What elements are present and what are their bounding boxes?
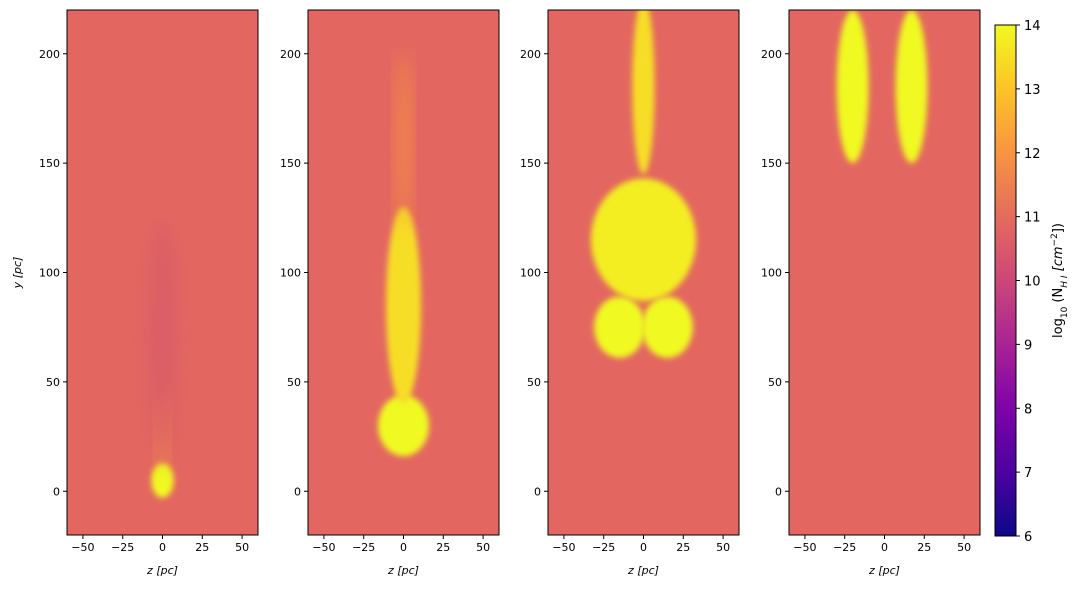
x-tick-label: 50 xyxy=(235,541,249,554)
x-tick-label: −50 xyxy=(793,541,816,554)
y-tick-label: 50 xyxy=(46,376,60,389)
x-tick-label: 25 xyxy=(436,541,450,554)
x-tick-label: 25 xyxy=(195,541,209,554)
colorbar: 6 7 8 9 10 11 12 13 14 log10 (NH I [cm−2]) xyxy=(994,19,1070,545)
cloud-blob-2 xyxy=(895,10,928,164)
colorbar-tick-label: 10 xyxy=(1024,275,1041,290)
colorbar-tick-label: 12 xyxy=(1024,147,1041,162)
panel-2: −50 −25 0 25 50 0 50 100 150 200 z [pc] xyxy=(280,9,500,577)
panel-4: −50 −25 0 25 50 0 50 100 150 200 z [pc] xyxy=(761,9,981,577)
colorbar-tick-label: 6 xyxy=(1024,530,1032,545)
y-tick-label: 50 xyxy=(527,376,541,389)
y-tick-label: 150 xyxy=(520,157,541,170)
x-axis-label: z [pc] xyxy=(387,564,419,577)
y-tick-label: 150 xyxy=(39,157,60,170)
x-axis-label: z [pc] xyxy=(627,564,659,577)
y-tick-label: 200 xyxy=(39,48,60,61)
y-tick-label: 100 xyxy=(280,267,301,280)
cloud-blob-1 xyxy=(378,395,429,457)
colorbar-tick-label: 8 xyxy=(1024,402,1032,417)
cloud-structures xyxy=(836,10,928,164)
x-tick-label: −25 xyxy=(352,541,375,554)
colorbar-tick-label: 7 xyxy=(1024,466,1032,481)
x-tick-label: −25 xyxy=(833,541,856,554)
cloud-blob-2 xyxy=(641,296,693,358)
panels: −50 −25 0 25 50 0 50 100 150 200 z [pc] y [pc] −50 −2… xyxy=(11,9,981,577)
y-tick-label: 100 xyxy=(520,267,541,280)
x-tick-label: 25 xyxy=(676,541,690,554)
colorbar-tick-label: 13 xyxy=(1024,83,1041,98)
y-tick-label: 200 xyxy=(280,48,301,61)
x-tick-label: 0 xyxy=(881,541,888,554)
y-tick-label: 50 xyxy=(287,376,301,389)
cloud-blob-3 xyxy=(397,53,410,229)
y-tick-label: 200 xyxy=(520,48,541,61)
cloud-structures xyxy=(378,53,429,457)
y-tick-label: 0 xyxy=(775,485,782,498)
y-tick-label: 150 xyxy=(761,157,782,170)
panel-1: −50 −25 0 25 50 0 50 100 150 200 z [pc] y [pc] xyxy=(11,9,259,577)
y-tick-label: 100 xyxy=(761,267,782,280)
y-tick-label: 0 xyxy=(534,485,541,498)
colorbar-tick-label: 11 xyxy=(1024,211,1041,226)
x-axis-label: z [pc] xyxy=(868,564,900,577)
x-tick-label: 0 xyxy=(400,541,407,554)
x-tick-label: −50 xyxy=(71,541,94,554)
cloud-blob-4 xyxy=(632,10,655,175)
x-tick-label: 25 xyxy=(917,541,931,554)
y-tick-label: 0 xyxy=(53,485,60,498)
panel-3: −50 −25 0 25 50 0 50 100 150 200 z [pc] xyxy=(520,9,740,577)
cloud-blob-1 xyxy=(151,462,174,498)
heatmap-background xyxy=(789,10,980,535)
y-tick-label: 200 xyxy=(761,48,782,61)
x-tick-label: −25 xyxy=(592,541,615,554)
cloud-structures xyxy=(146,217,179,498)
x-tick-label: 0 xyxy=(640,541,647,554)
x-tick-label: −25 xyxy=(111,541,134,554)
x-tick-label: 50 xyxy=(476,541,490,554)
cloud-structures xyxy=(590,10,697,358)
cloud-blob-3 xyxy=(590,178,697,301)
x-tick-label: 50 xyxy=(957,541,971,554)
x-axis-label: z [pc] xyxy=(146,564,178,577)
x-tick-label: −50 xyxy=(312,541,335,554)
x-tick-label: 0 xyxy=(159,541,166,554)
y-tick-label: 50 xyxy=(768,376,782,389)
colorbar-tick-label: 14 xyxy=(1024,19,1041,34)
y-tick-label: 0 xyxy=(294,485,301,498)
colorbar-gradient xyxy=(994,24,1017,537)
x-tick-label: −50 xyxy=(552,541,575,554)
y-tick-label: 150 xyxy=(280,157,301,170)
y-axis-label: y [pc] xyxy=(11,257,24,290)
cloud-blob-1 xyxy=(836,10,869,164)
cloud-blob-3 xyxy=(146,217,179,459)
cloud-blob-2 xyxy=(385,206,422,404)
colorbar-label: log10 (NH I [cm−2]) xyxy=(1050,223,1070,338)
colorbar-tick-label: 9 xyxy=(1024,338,1032,353)
cloud-blob-1 xyxy=(594,296,646,358)
y-tick-label: 100 xyxy=(39,267,60,280)
x-tick-label: 50 xyxy=(716,541,730,554)
